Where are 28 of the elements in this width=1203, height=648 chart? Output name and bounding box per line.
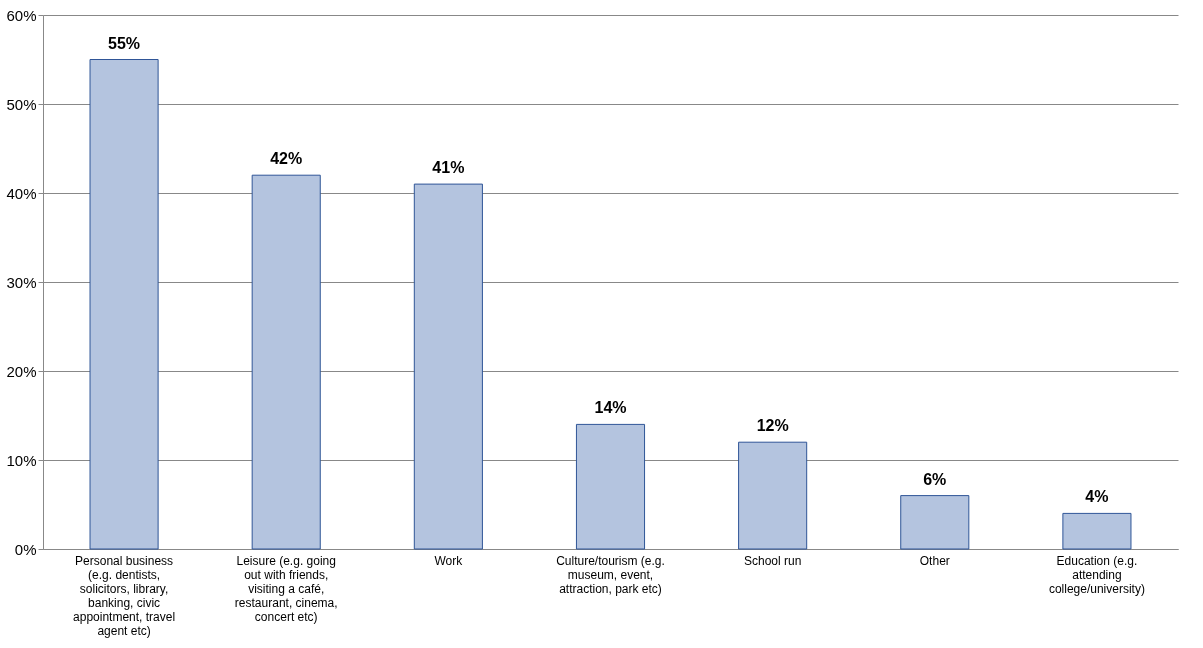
- y-tick-label: 30%: [6, 273, 37, 291]
- bar: [575, 423, 646, 550]
- y-tick-label: 20%: [6, 362, 37, 380]
- y-tick-label: 0%: [14, 540, 37, 558]
- data-label: 4%: [1085, 488, 1109, 506]
- bar: [251, 174, 321, 550]
- data-label: 42%: [270, 150, 303, 168]
- data-label: 12%: [756, 417, 789, 435]
- x-tick-label: Personal business (e.g. dentists, solicitors, library, banking, civic appointment, travel agent etc): [73, 553, 176, 638]
- y-tick-label: 10%: [6, 451, 37, 469]
- x-tick-label: School run: [743, 553, 802, 568]
- bar: [89, 59, 159, 550]
- x-tick-label: Education (e.g. attending college/university): [1048, 553, 1145, 596]
- bar: [413, 183, 483, 550]
- x-tick-label: Leisure (e.g. going out with friends, visiting a café, restaurant, cinema, concert etc): [234, 553, 338, 624]
- y-tick-label: 60%: [6, 6, 37, 24]
- data-label: 14%: [594, 399, 627, 417]
- bar: [738, 441, 808, 550]
- y-tick-label: 40%: [6, 184, 37, 202]
- x-tick-label: Culture/tourism (e.g. museum, event, attraction, park etc): [556, 553, 665, 596]
- x-tick-label: Other: [919, 553, 950, 568]
- bar: [900, 495, 970, 550]
- data-label: 6%: [923, 470, 947, 488]
- data-label: 41%: [432, 159, 465, 177]
- y-tick-label: 50%: [6, 95, 37, 113]
- data-label: 55%: [108, 34, 141, 52]
- x-tick-label: Work: [434, 553, 464, 568]
- bar: [1062, 512, 1132, 550]
